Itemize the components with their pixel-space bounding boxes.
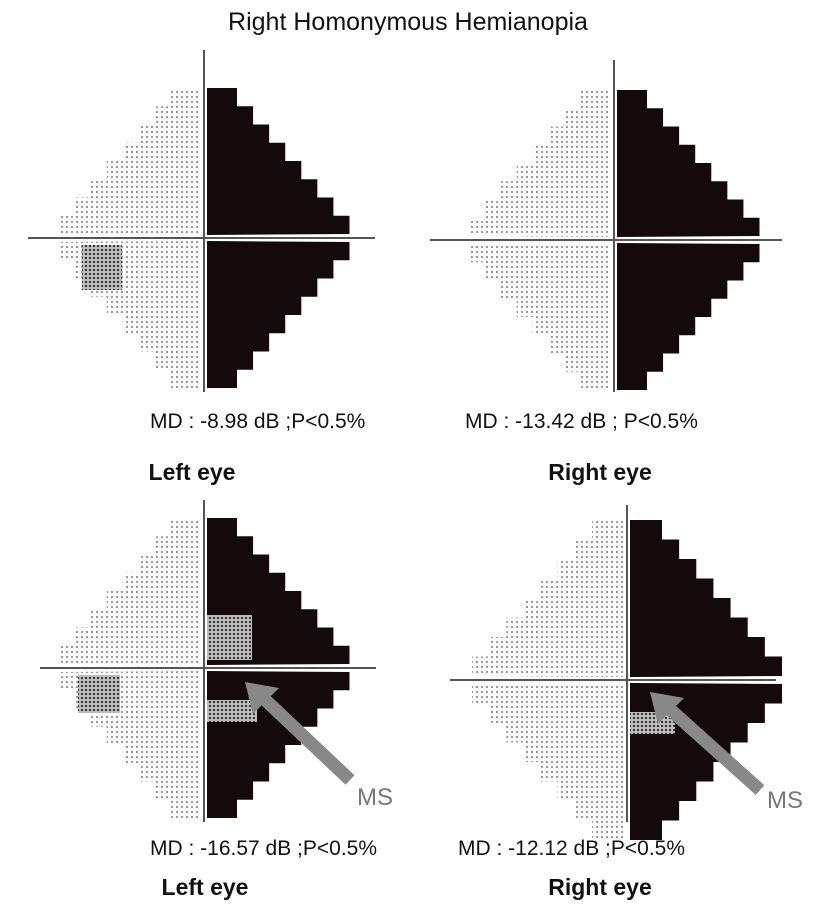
field-loss (207, 241, 350, 388)
defect-spot (82, 245, 122, 290)
field-loss (630, 683, 782, 840)
eye-label: Right eye (548, 459, 652, 485)
figure: Right Homonymous Hemianopia MD : -8.98 d… (0, 0, 835, 906)
sparing-zone (207, 700, 257, 722)
field-seen (469, 243, 612, 390)
sparing-zone (207, 615, 252, 660)
md-value: MD : -12.12 dB ;P<0.5% (458, 837, 685, 860)
field-loss (207, 671, 350, 818)
eye-label: Left eye (149, 459, 236, 485)
field-seen (59, 518, 202, 665)
title: Right Homonymous Hemianopia (228, 8, 588, 36)
eye-label: Left eye (162, 874, 249, 900)
eye-label: Right eye (548, 874, 652, 900)
field-seen (469, 90, 612, 237)
field-seen (59, 241, 202, 388)
field-seen (472, 520, 624, 677)
annotation: MS (357, 784, 393, 811)
annotation: MS (767, 787, 803, 814)
field-seen (59, 88, 202, 235)
md-value: MD : -13.42 dB ; P<0.5% (465, 410, 698, 433)
md-value: MD : -8.98 dB ;P<0.5% (150, 410, 365, 433)
field-loss (630, 520, 782, 677)
field-loss (617, 90, 760, 237)
md-value: MD : -16.57 dB ;P<0.5% (150, 837, 377, 860)
defect-spot (78, 675, 120, 713)
page: Right Homonymous Hemianopia MD : -8.98 d… (0, 0, 835, 906)
field-loss (617, 243, 760, 390)
field-seen (472, 683, 624, 840)
field-loss (207, 88, 350, 235)
